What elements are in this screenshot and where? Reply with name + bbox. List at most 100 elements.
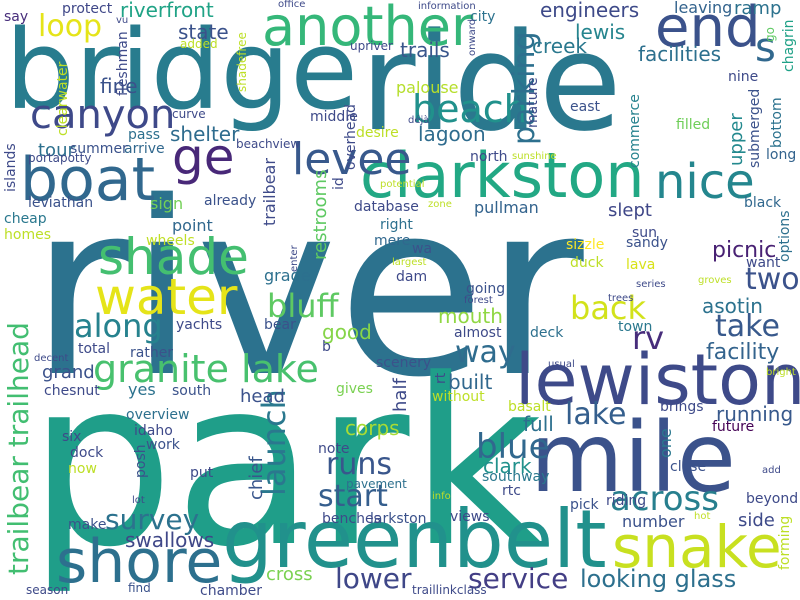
word-service: service: [468, 562, 569, 595]
word-sunshine: trees: [608, 293, 634, 304]
word-leaving: leaving: [674, 0, 733, 17]
word-canyon: canyon: [30, 92, 176, 138]
word-six: work: [146, 437, 180, 453]
word-mature: déjà: [408, 115, 430, 126]
word-beachview: shadefree: [235, 32, 249, 92]
word-yes: yes: [128, 380, 156, 399]
word-desire: beachview: [236, 137, 301, 151]
word-shadefree: information: [418, 1, 476, 12]
word-total: rather: [130, 345, 174, 361]
word-tour: tour: [38, 140, 75, 161]
word-bright: info: [432, 491, 451, 502]
word-posh: now: [68, 461, 97, 477]
word-runs: runs: [326, 447, 392, 482]
word-one: one: [656, 428, 675, 458]
word-submerged: submerged: [747, 88, 763, 168]
word-curve: fleshman: [115, 31, 131, 96]
word-south: pavement: [346, 477, 407, 491]
word-beyond: add: [762, 465, 781, 476]
word-snake: snake: [612, 513, 782, 581]
word-looking-glass: looking glass: [580, 565, 737, 593]
word-slept: slept: [608, 200, 652, 221]
word-basalt: rtc: [502, 483, 521, 499]
word-granite-lake: granite lake: [93, 347, 319, 391]
word-cheap: cheap: [4, 211, 47, 227]
word-forest: largest: [392, 257, 427, 268]
word-nice: nice: [655, 154, 755, 210]
word-upper: upper: [726, 113, 747, 166]
word-filled: filled: [676, 117, 711, 133]
word-park: park: [28, 331, 543, 598]
word-facility: facility: [706, 340, 780, 365]
word-town: town: [618, 319, 653, 335]
word-usual: bright: [766, 367, 796, 378]
word-deck: deck: [530, 325, 564, 341]
word-lot: make: [68, 517, 107, 533]
word-riverfront: riverfront: [120, 0, 214, 22]
word-chief: chief: [246, 456, 267, 500]
word-lake: lake: [565, 397, 627, 432]
word-rtc: southway: [482, 469, 550, 485]
word-largest: zone: [428, 199, 452, 210]
word-creek: creek: [532, 34, 587, 58]
word-beach: beach: [412, 87, 528, 131]
word-add: close: [670, 459, 707, 475]
word-wheels: wheels: [146, 233, 195, 249]
word-sign: sign: [150, 194, 184, 213]
word-upriver: mature: [525, 77, 541, 128]
word-wa: trailbear: [260, 158, 279, 226]
word-lower: lower: [335, 562, 412, 595]
word-swallows: swallows: [125, 528, 215, 552]
word-cross: cross: [266, 564, 313, 585]
word-rv: rv: [632, 319, 665, 357]
word-mere: mere: [374, 233, 411, 249]
word-chamber: season: [26, 583, 69, 597]
word-gives: scenery: [376, 355, 432, 371]
word-commerce: commerce: [627, 94, 643, 168]
word-already: already: [204, 193, 257, 209]
word-side: side: [738, 510, 775, 531]
word-hot: pick: [570, 497, 599, 513]
word-ride: ride: [360, 4, 622, 161]
word-now: dock: [70, 445, 104, 461]
word-leviathan: leviathan: [28, 195, 94, 211]
word-grade: yachts: [176, 317, 223, 333]
word-bear: total: [78, 341, 111, 357]
word-zone: potential: [380, 179, 425, 190]
word-lewis: lewis: [575, 20, 626, 44]
word-going: going: [466, 281, 506, 297]
word-trailbear-trailhead: trailbear trailhead: [2, 322, 35, 575]
word-islands: decent: [34, 353, 69, 364]
word-pullman: pullman: [474, 198, 539, 217]
word-middle: middle: [310, 109, 358, 125]
word-levee: levee: [292, 134, 412, 185]
word-go: go: [763, 27, 777, 42]
word-onward: upriver: [350, 39, 393, 53]
word-clarkston: clarkston: [360, 139, 645, 212]
word-two: two: [745, 262, 800, 297]
word-options: options: [777, 210, 793, 262]
word-put: posh: [133, 444, 149, 478]
word-rt: forest: [464, 295, 493, 306]
word-east: east: [570, 99, 600, 115]
word-state: state: [178, 20, 229, 44]
word-without: gives: [336, 381, 373, 397]
word-traillinkclass: chamber: [200, 583, 263, 599]
word-half: half: [390, 378, 411, 412]
word-yachts: bear: [264, 317, 296, 333]
word-clark: clark: [483, 454, 532, 478]
word-almost: almost: [454, 325, 502, 341]
word-another: another: [262, 0, 474, 58]
word-shelter: shelter: [170, 122, 240, 146]
word-city: city: [470, 9, 496, 25]
word-ge: ge: [172, 128, 235, 186]
word-forming: hot: [694, 511, 711, 522]
word-fleshman: clearwater: [55, 61, 71, 136]
word-take: take: [715, 309, 780, 344]
word-scenery: b: [322, 339, 331, 355]
word-dam: dam: [396, 269, 428, 285]
word-corps: corps: [345, 416, 400, 440]
word-lewiston: lewiston: [515, 339, 800, 421]
word-restrooms: restrooms: [310, 169, 331, 260]
word-pavement: note: [318, 441, 350, 457]
